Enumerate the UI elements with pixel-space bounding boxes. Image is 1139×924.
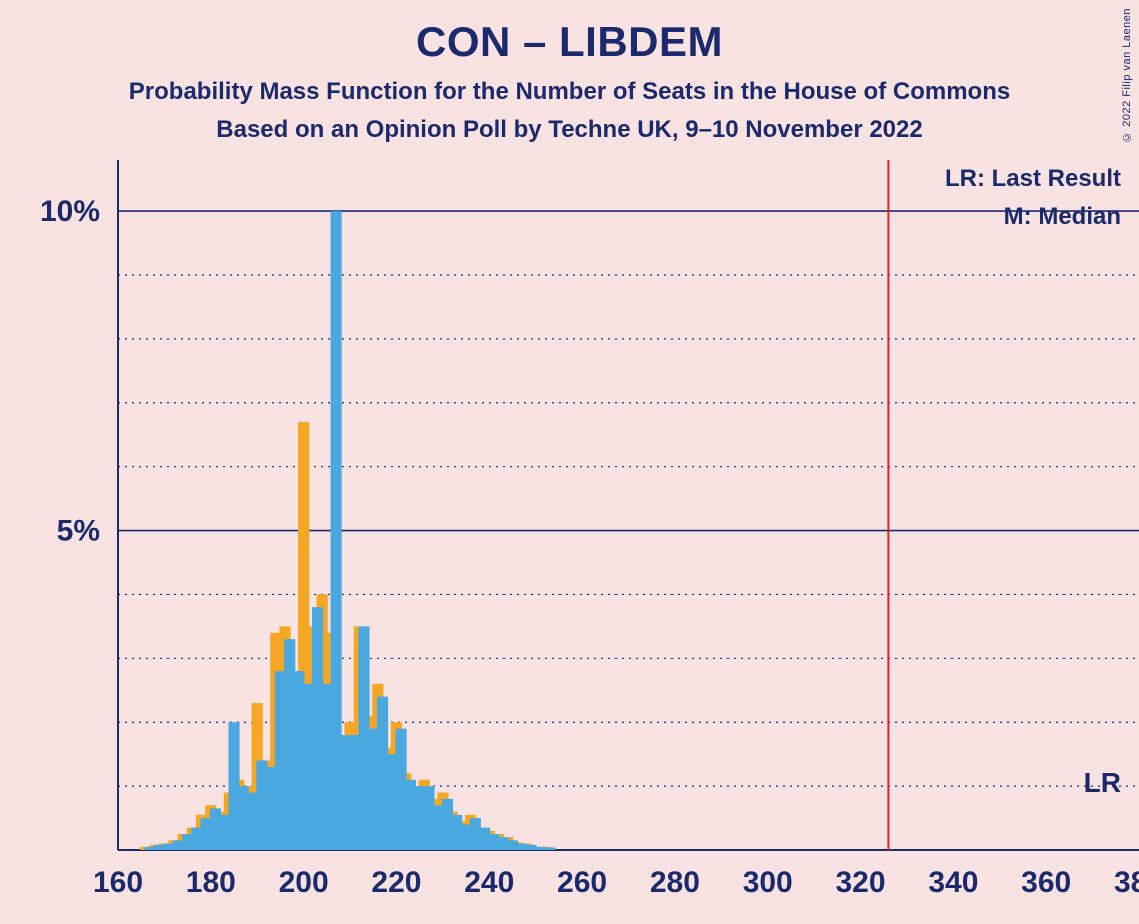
x-tick-label: 300 (743, 866, 793, 899)
bar-blue (544, 847, 555, 850)
x-tick-label: 360 (1021, 866, 1071, 899)
legend-m: M: Median (1004, 203, 1121, 230)
x-tick-label: 340 (928, 866, 978, 899)
x-tick-label: 200 (279, 866, 329, 899)
x-tick-label: 320 (836, 866, 886, 899)
x-tick-label: 160 (93, 866, 143, 899)
y-tick-label: 5% (57, 515, 100, 548)
x-tick-label: 220 (371, 866, 421, 899)
x-tick-label: 240 (464, 866, 514, 899)
x-tick-label: 280 (650, 866, 700, 899)
x-tick-label: 180 (186, 866, 236, 899)
y-tick-label: 10% (40, 195, 100, 228)
chart-svg: 5% 10% 160 180 200 220 240 260 280 300 320 340 360 38… (0, 0, 1139, 924)
x-tick-label: 260 (557, 866, 607, 899)
chart-container: CON – LIBDEM Probability Mass Function f… (0, 0, 1139, 924)
lr-short-label: LR (1084, 767, 1121, 798)
legend-lr: LR: Last Result (945, 165, 1121, 192)
x-tick-label: 380 (1114, 866, 1139, 899)
